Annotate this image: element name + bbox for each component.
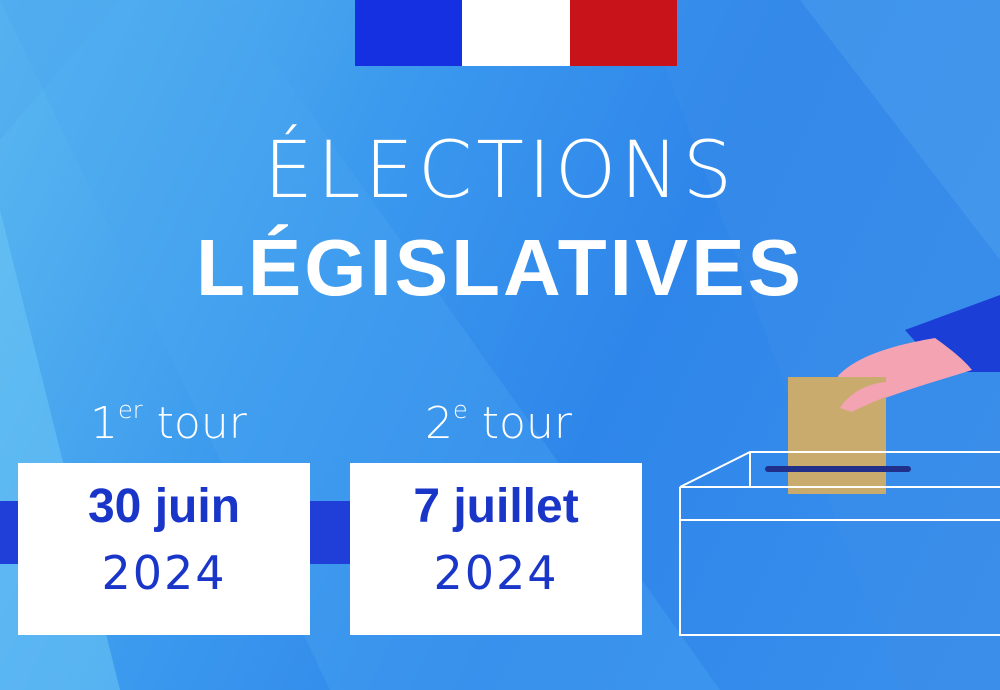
second-round-number: 2	[425, 398, 453, 449]
second-round-day: 7 juillet	[413, 480, 579, 533]
second-round-year: 2024	[433, 545, 559, 600]
first-round-day: 30 juin	[87, 480, 241, 533]
first-round-year: 2024	[101, 545, 227, 600]
first-round-word: tour	[156, 398, 247, 449]
flag-blue-stripe	[355, 0, 463, 66]
flag-white-stripe	[462, 0, 570, 66]
first-round-suffix: er	[118, 396, 143, 425]
box-outline	[679, 451, 1000, 636]
title-line-elections: ÉLECTIONS	[263, 126, 737, 216]
second-round-word: tour	[481, 398, 572, 449]
french-flag	[355, 0, 677, 66]
second-round-suffix: e	[453, 396, 468, 425]
first-round-date-card: 30 juin 2024	[18, 463, 310, 635]
title-line-legislatives: LÉGISLATIVES	[196, 223, 804, 312]
first-round-label: 1er tour	[90, 398, 247, 446]
second-round-date-card: 7 juillet 2024	[350, 463, 642, 635]
fingers-shape	[840, 382, 900, 412]
flag-red-stripe	[569, 0, 677, 66]
second-round-label: 2e tour	[425, 398, 572, 446]
first-round-number: 1	[90, 398, 118, 449]
